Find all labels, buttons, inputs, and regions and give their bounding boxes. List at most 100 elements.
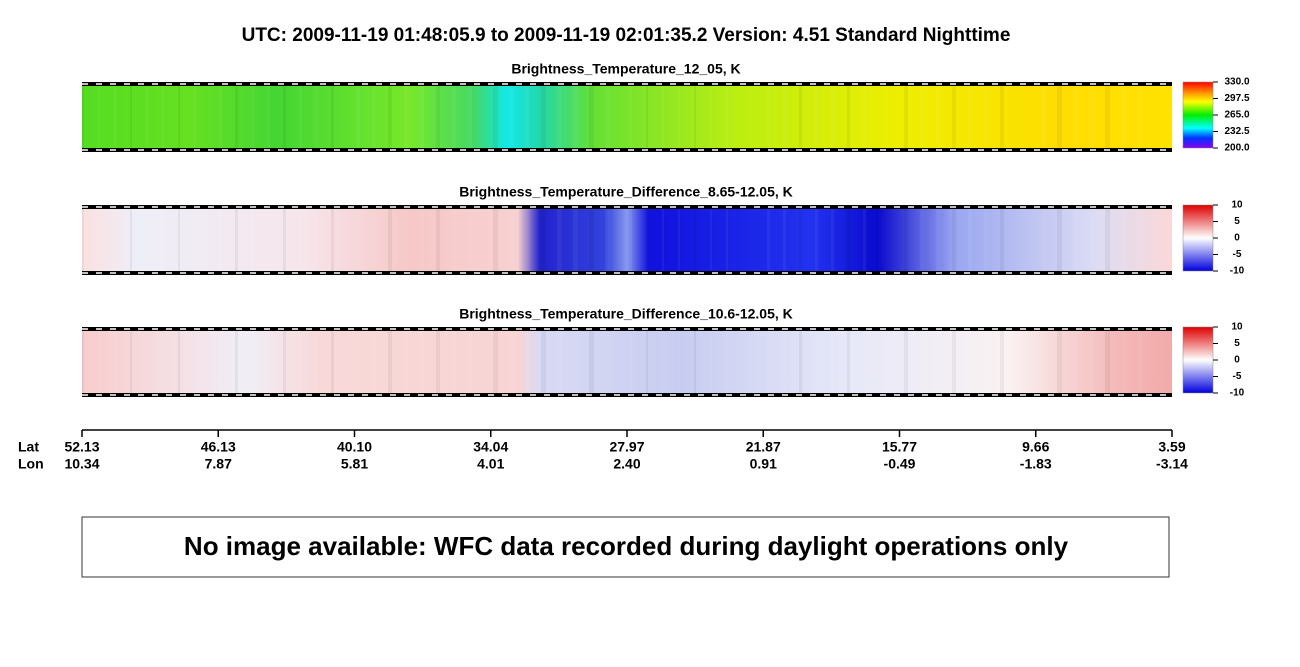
texture xyxy=(509,84,514,150)
texture xyxy=(557,84,562,150)
texture xyxy=(1000,84,1004,150)
texture xyxy=(404,207,408,273)
texture xyxy=(863,207,866,273)
texture xyxy=(605,329,610,395)
texture xyxy=(1137,207,1142,273)
colorbar-tick-label: 5 xyxy=(1234,216,1240,227)
texture xyxy=(1105,84,1110,150)
texture xyxy=(114,84,116,150)
lat-tick-label: 34.04 xyxy=(473,439,508,455)
texture xyxy=(952,329,956,395)
texture xyxy=(678,207,680,273)
texture xyxy=(767,207,770,273)
image-strip xyxy=(82,84,1172,150)
texture xyxy=(1105,329,1110,395)
lon-tick-label: -3.14 xyxy=(1156,456,1188,472)
lon-tick-label: 2.40 xyxy=(613,456,640,472)
texture xyxy=(678,84,680,150)
colorbar-tick-label: 10 xyxy=(1231,322,1243,333)
texture xyxy=(372,329,376,395)
texture xyxy=(1089,84,1094,150)
texture xyxy=(114,329,116,395)
texture xyxy=(557,207,562,273)
lat-label: Lat xyxy=(18,439,39,455)
texture xyxy=(267,329,270,395)
colorbar-tick-label: 0 xyxy=(1234,355,1240,366)
texture xyxy=(372,207,376,273)
colorbar xyxy=(1182,326,1214,394)
texture xyxy=(436,207,440,273)
panel-title: Brightness_Temperature_Difference_8.65-1… xyxy=(459,184,793,200)
texture xyxy=(1105,207,1110,273)
texture xyxy=(646,84,648,150)
panel-title: Brightness_Temperature_12_05, K xyxy=(511,61,740,77)
texture xyxy=(388,84,392,150)
image-strip xyxy=(82,329,1172,395)
texture xyxy=(863,84,866,150)
lat-tick-label: 9.66 xyxy=(1022,439,1049,455)
texture xyxy=(404,329,408,395)
colorbar-tick-label: 10 xyxy=(1231,200,1243,211)
colorbar-tick-label: 5 xyxy=(1234,338,1240,349)
texture xyxy=(1089,207,1094,273)
texture xyxy=(468,84,472,150)
texture xyxy=(130,329,132,395)
texture xyxy=(420,329,424,395)
texture xyxy=(388,329,392,395)
texture xyxy=(605,207,610,273)
texture xyxy=(1057,207,1062,273)
texture xyxy=(1089,329,1094,395)
colorbar-tick-label: 297.5 xyxy=(1224,93,1249,104)
texture xyxy=(767,329,770,395)
texture xyxy=(1000,207,1004,273)
texture xyxy=(315,207,318,273)
texture xyxy=(984,329,988,395)
texture xyxy=(815,329,818,395)
texture xyxy=(799,329,802,395)
texture xyxy=(541,207,546,273)
texture xyxy=(283,207,286,273)
texture xyxy=(783,84,786,150)
texture xyxy=(178,207,180,273)
texture xyxy=(662,207,664,273)
texture xyxy=(525,84,530,150)
texture xyxy=(436,329,440,395)
texture xyxy=(783,329,786,395)
texture xyxy=(767,84,770,150)
texture xyxy=(493,84,498,150)
texture xyxy=(219,84,222,150)
texture xyxy=(251,207,254,273)
texture xyxy=(726,84,728,150)
texture xyxy=(952,84,956,150)
colorbar-tick-label: 265.0 xyxy=(1224,110,1249,121)
texture xyxy=(799,207,802,273)
texture xyxy=(267,84,270,150)
texture xyxy=(783,207,786,273)
texture xyxy=(589,207,594,273)
texture xyxy=(509,207,514,273)
texture xyxy=(452,329,456,395)
texture xyxy=(541,84,546,150)
texture xyxy=(468,207,472,273)
texture xyxy=(847,84,850,150)
lon-tick-label: 4.01 xyxy=(477,456,504,472)
texture xyxy=(968,329,972,395)
texture xyxy=(299,84,302,150)
lat-tick-label: 40.10 xyxy=(337,439,372,455)
texture xyxy=(299,329,302,395)
lon-tick-label: 10.34 xyxy=(64,456,99,472)
texture xyxy=(356,84,360,150)
texture xyxy=(726,207,728,273)
colorbar xyxy=(1182,81,1214,149)
texture xyxy=(1057,329,1062,395)
texture xyxy=(541,329,546,395)
texture xyxy=(799,84,802,150)
texture xyxy=(984,84,988,150)
texture xyxy=(331,329,334,395)
image-strip xyxy=(82,207,1172,273)
texture xyxy=(1121,207,1126,273)
texture xyxy=(1073,207,1078,273)
texture xyxy=(219,329,222,395)
